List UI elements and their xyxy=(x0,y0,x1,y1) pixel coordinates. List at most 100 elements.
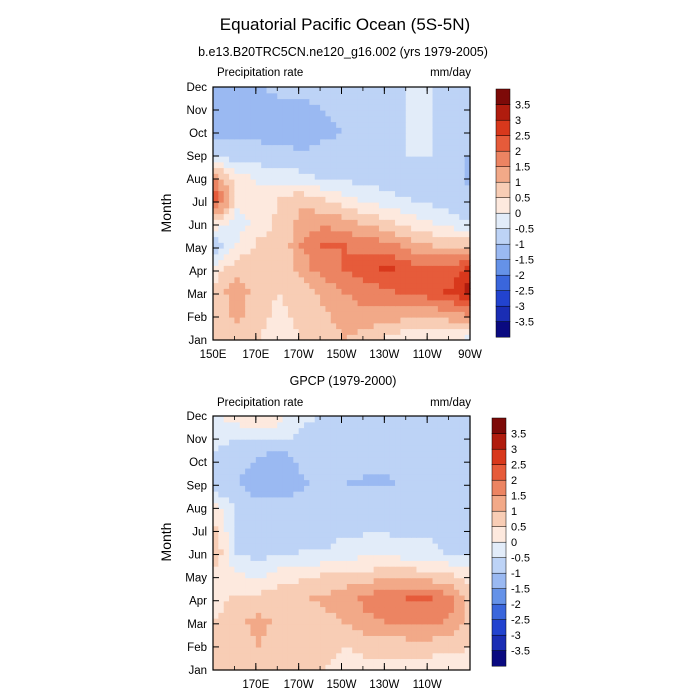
heatmap-cell xyxy=(427,276,434,284)
heatmap-cell xyxy=(325,133,332,140)
heatmap-cell xyxy=(384,259,391,266)
heatmap-cell xyxy=(352,317,359,324)
heatmap-cell xyxy=(293,115,300,123)
colorbar-label: 3 xyxy=(511,444,517,456)
heatmap-cell xyxy=(239,127,246,134)
heatmap-cell xyxy=(245,144,252,151)
heatmap-cell xyxy=(218,456,225,463)
heatmap-cell xyxy=(266,167,273,174)
heatmap-cell xyxy=(368,236,375,243)
heatmap-cell xyxy=(464,519,471,527)
heatmap-cell xyxy=(432,525,439,533)
heatmap-cell xyxy=(421,537,428,544)
heatmap-cell xyxy=(400,491,407,498)
heatmap-cell xyxy=(352,202,359,209)
heatmap-cell xyxy=(411,612,418,619)
heatmap-cell xyxy=(427,294,434,301)
heatmap-cell xyxy=(432,491,439,498)
heatmap-cell xyxy=(234,444,241,452)
heatmap-cell xyxy=(352,288,359,295)
heatmap-cell xyxy=(362,543,369,550)
heatmap-cell xyxy=(464,87,471,94)
heatmap-cell xyxy=(384,594,391,602)
heatmap-cell xyxy=(330,577,337,585)
heatmap-cell xyxy=(432,265,439,272)
heatmap-cell xyxy=(229,179,236,186)
heatmap-cell xyxy=(400,594,407,602)
heatmap-cell xyxy=(400,248,407,255)
heatmap-cell xyxy=(293,554,300,561)
heatmap-cell xyxy=(346,462,353,469)
heatmap-cell xyxy=(223,646,230,654)
heatmap-cell xyxy=(395,92,401,100)
heatmap-cell xyxy=(261,184,268,192)
heatmap-cell xyxy=(255,225,262,232)
heatmap-cell xyxy=(255,508,262,515)
heatmap-cell xyxy=(400,288,407,295)
heatmap-cell xyxy=(464,225,471,232)
colorbar-swatch xyxy=(491,433,507,450)
heatmap-cell xyxy=(218,334,225,341)
heatmap-cell xyxy=(341,623,348,631)
heatmap-cell xyxy=(453,519,460,527)
colorbar-swatch xyxy=(495,88,511,105)
heatmap-cell xyxy=(282,179,289,186)
heatmap-cell xyxy=(287,271,294,278)
heatmap-cell xyxy=(277,583,284,590)
heatmap-cell xyxy=(213,161,219,169)
heatmap-cell xyxy=(261,514,268,521)
heatmap-cell xyxy=(336,305,343,312)
heatmap-cell xyxy=(325,635,332,642)
heatmap-cell xyxy=(395,87,401,94)
heatmap-cell xyxy=(223,658,230,665)
heatmap-cell xyxy=(250,144,257,151)
heatmap-cell xyxy=(416,276,423,284)
heatmap-cell xyxy=(400,664,407,671)
heatmap-cell xyxy=(239,641,246,648)
heatmap-cell xyxy=(298,514,305,521)
heatmap-cell xyxy=(464,502,471,509)
heatmap-cell xyxy=(421,606,428,613)
heatmap-cell xyxy=(255,288,262,295)
heatmap-cell xyxy=(261,537,268,544)
heatmap-cell xyxy=(298,629,305,636)
heatmap-cell xyxy=(432,271,439,278)
heatmap-cell xyxy=(213,566,219,573)
heatmap-cell xyxy=(389,288,396,295)
colorbar-label: 2.5 xyxy=(511,460,526,472)
heatmap-cell xyxy=(341,265,348,272)
heatmap-cell xyxy=(282,207,289,215)
heatmap-cell xyxy=(298,196,305,203)
heatmap-cell xyxy=(234,658,241,665)
heatmap-cell xyxy=(395,491,401,498)
heatmap-cell xyxy=(277,242,284,249)
heatmap-cell xyxy=(330,144,337,151)
heatmap-cell xyxy=(282,491,289,498)
heatmap-cell xyxy=(304,242,310,249)
heatmap-cell xyxy=(373,219,380,226)
heatmap-cell xyxy=(229,92,236,100)
heatmap-cell xyxy=(341,92,348,100)
heatmap-cell xyxy=(437,207,444,215)
heatmap-cell xyxy=(255,421,262,429)
heatmap-cell xyxy=(271,514,278,521)
heatmap-cell xyxy=(250,491,257,498)
heatmap-cell xyxy=(309,299,316,307)
heatmap-cell xyxy=(368,473,375,481)
heatmap-cell xyxy=(229,213,236,220)
heatmap-cell xyxy=(277,190,284,197)
heatmap-cell xyxy=(352,276,359,284)
heatmap-cell xyxy=(378,566,385,573)
heatmap-cell xyxy=(427,450,434,458)
heatmap-cell xyxy=(309,121,316,128)
heatmap-cell xyxy=(255,161,262,169)
heatmap-cell xyxy=(229,127,236,134)
heatmap-cell xyxy=(320,156,327,163)
heatmap-cell xyxy=(282,519,289,527)
heatmap-cell xyxy=(400,138,407,146)
heatmap-cell xyxy=(223,127,230,134)
heatmap-cell xyxy=(320,110,327,117)
heatmap-cell xyxy=(325,629,332,636)
heatmap-cell xyxy=(336,110,343,117)
heatmap-cell xyxy=(384,253,391,261)
